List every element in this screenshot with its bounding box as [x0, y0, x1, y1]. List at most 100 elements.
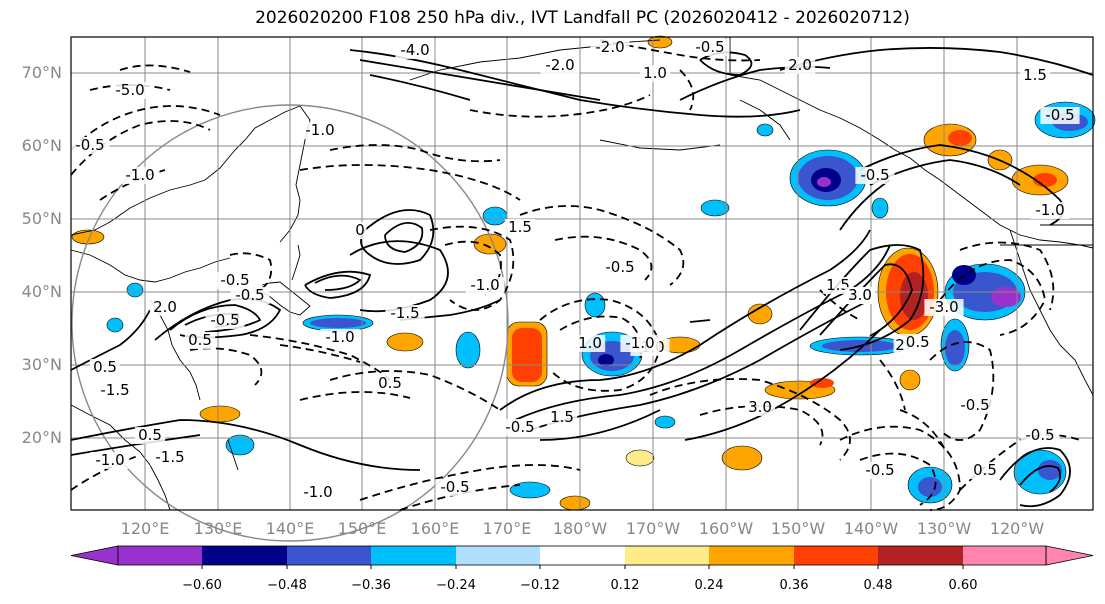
colorbar-box [963, 546, 1046, 565]
colorbar-box [118, 546, 202, 565]
contour-label: -5.0 [115, 81, 144, 99]
colorbar-box [625, 546, 709, 565]
contour-label: 0.5 [93, 358, 117, 376]
contour-label-bg [395, 42, 435, 59]
contour-label-bg [184, 332, 216, 349]
contour-label-bg [70, 137, 110, 154]
contour-label: 2 [895, 336, 905, 354]
lon-label: 130°E [194, 519, 243, 538]
contour-label: 3.0 [748, 398, 772, 416]
contour-label-bg [784, 57, 816, 74]
contour-label: 1.5 [550, 408, 574, 426]
lon-label: 170°W [626, 519, 681, 538]
contour-label: -1.5 [100, 381, 129, 399]
contour-label-bg [89, 359, 121, 376]
contour-label-bg [1030, 202, 1070, 219]
colorbar-box [287, 546, 371, 565]
contour-label-bg [205, 312, 245, 329]
contour-label-bg [215, 272, 255, 289]
colorbar-tick-label: 0.36 [780, 578, 809, 593]
colorbar-outline [117, 545, 1047, 566]
lon-label: 130°W [917, 519, 972, 538]
map-frame [70, 36, 1094, 511]
contour-label: -0.5 [210, 311, 239, 329]
contour-label-bg [298, 484, 338, 501]
lon-label: 170°E [483, 519, 532, 538]
contours-dashed [70, 39, 1081, 511]
contour-label: 0.5 [973, 461, 997, 479]
contour-label: 0 [355, 221, 365, 239]
contour-label: -0.5 [865, 461, 894, 479]
contour-label: -1.0 [470, 276, 499, 294]
contour-label: -1.0 [303, 483, 332, 501]
contour-label-bg [620, 335, 660, 352]
contour-label: -1.5 [155, 448, 184, 466]
contour-label: 0.5 [188, 331, 212, 349]
contour-label-bg [860, 462, 900, 479]
contour-label-bg [504, 219, 536, 236]
colorbar-box [456, 546, 540, 565]
colorbar-tick-label: 0.48 [864, 578, 893, 593]
contour-label: -1.0 [325, 328, 354, 346]
contour-label-bg [844, 287, 876, 304]
lon-label: 160°E [411, 519, 460, 538]
contour-label: 1.5 [1023, 66, 1047, 84]
colorbar-tick-label: −0.60 [182, 578, 222, 593]
contour-label: -0.5 [505, 418, 534, 436]
colorbar-box [202, 546, 287, 565]
contour-label-bg [969, 462, 1001, 479]
contour-label: -4.0 [400, 41, 429, 59]
contour-label: -0.5 [75, 136, 104, 154]
contour-label-bg [639, 65, 671, 82]
colorbar-ticks: −0.60 −0.48 −0.36 −0.24 −0.12 0.12 0.24 … [182, 578, 977, 593]
latitude-axis: 70°N 60°N 50°N 40°N 30°N 20°N [22, 63, 62, 447]
contour-label: -0.5 [695, 38, 724, 56]
colorbar-tick-label: 0.24 [695, 578, 724, 593]
contour-label-bg [110, 82, 150, 99]
map-title: 2026020200 F108 250 hPa div., IVT Landfa… [255, 8, 910, 28]
lon-label: 120°E [121, 519, 170, 538]
contour-label: 2.0 [153, 298, 177, 316]
contour-label-bg [1020, 427, 1060, 444]
colorbar-box [709, 546, 794, 565]
contour-label-bg [924, 299, 964, 316]
contour-label: -0.5 [440, 478, 469, 496]
contour-label-bg [955, 397, 995, 414]
contour-label-bg [385, 305, 425, 322]
contour-label-bg [465, 277, 505, 294]
colorbar-box [794, 546, 878, 565]
coastlines [70, 37, 1094, 511]
contour-label-bg [353, 222, 367, 239]
contour-label-bg [855, 167, 895, 184]
contour-label-bg [320, 329, 360, 346]
contour-label: -1.0 [125, 166, 154, 184]
contour-label: -1.0 [305, 121, 334, 139]
colorbar-tick-label: −0.36 [351, 578, 391, 593]
colorbar: −0.60 −0.48 −0.36 −0.24 −0.12 0.12 0.24 … [70, 545, 1094, 593]
lon-label: 140°E [266, 519, 315, 538]
lat-label: 20°N [22, 428, 62, 447]
contour-label: 1.0 [578, 334, 602, 352]
lon-label: 120°W [990, 519, 1045, 538]
contour-label: 3.0 [848, 286, 872, 304]
contour-label: 0.5 [138, 426, 162, 444]
contour-label-bg [230, 287, 270, 304]
lon-label: 160°W [699, 519, 754, 538]
range-circle [71, 104, 509, 542]
longitude-axis: 120°E 130°E 140°E 150°E 160°E 170°E 180°… [121, 519, 1045, 538]
contour-label: -0.5 [960, 396, 989, 414]
contour-label-bg [149, 299, 181, 316]
contour-labels: -4.0 -2.0 -2.0 -0.5 -1.0 1.0 2.0 -5.0 -0.5 -1.0 0 -… [70, 38, 1080, 501]
contour-label-bg [546, 409, 578, 426]
contour-label: 1.0 [643, 64, 667, 82]
lat-label: 70°N [22, 63, 62, 82]
contour-label-bg [500, 419, 540, 436]
lat-label: 60°N [22, 136, 62, 155]
contour-label: -0.5 [1025, 426, 1054, 444]
contour-label-bg [435, 479, 475, 496]
contour-label: -0.5 [605, 258, 634, 276]
contour-label: -1.0 [1035, 201, 1064, 219]
contour-label: -0.5 [235, 286, 264, 304]
lon-label: 150°E [338, 519, 387, 538]
